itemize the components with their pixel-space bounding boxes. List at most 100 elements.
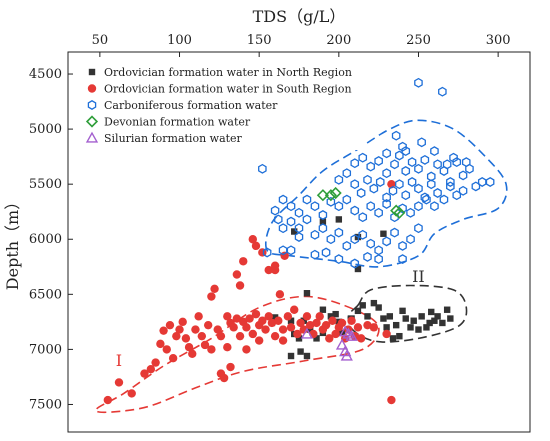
data-point bbox=[318, 210, 328, 220]
data-point bbox=[321, 247, 331, 258]
x-tick-label: 100 bbox=[167, 33, 192, 48]
data-point bbox=[283, 312, 293, 321]
y-tick-label: 7500 bbox=[29, 397, 62, 412]
data-point bbox=[286, 323, 296, 332]
x-tick-label: 150 bbox=[247, 33, 272, 48]
data-point bbox=[354, 307, 362, 315]
data-point bbox=[442, 159, 452, 170]
data-point bbox=[415, 326, 422, 333]
data-point bbox=[313, 335, 320, 342]
data-point bbox=[305, 320, 315, 330]
data-point bbox=[414, 183, 423, 194]
data-point bbox=[334, 227, 344, 238]
data-point bbox=[232, 314, 242, 323]
data-point bbox=[235, 281, 245, 290]
data-point bbox=[318, 223, 328, 234]
data-point bbox=[140, 369, 149, 378]
data-point bbox=[358, 229, 368, 240]
data-point bbox=[382, 192, 391, 203]
data-point bbox=[297, 348, 304, 355]
region-label-II: II bbox=[412, 267, 425, 286]
data-point bbox=[251, 309, 261, 319]
data-point bbox=[353, 323, 363, 332]
data-point bbox=[402, 315, 409, 322]
data-point bbox=[334, 201, 344, 212]
data-point bbox=[103, 395, 113, 405]
data-point bbox=[363, 320, 372, 330]
data-point bbox=[392, 321, 400, 329]
data-point bbox=[446, 177, 455, 187]
data-point bbox=[418, 313, 425, 320]
data-point bbox=[270, 331, 280, 341]
data-point bbox=[417, 137, 426, 148]
data-point bbox=[393, 206, 406, 219]
legend-marker bbox=[85, 115, 99, 128]
data-point bbox=[382, 199, 391, 209]
data-point bbox=[261, 325, 270, 334]
data-point bbox=[165, 320, 175, 330]
data-point bbox=[326, 196, 336, 207]
data-point bbox=[345, 329, 358, 341]
data-point bbox=[264, 312, 273, 321]
data-point bbox=[358, 212, 368, 223]
y-tick-label: 7000 bbox=[29, 342, 62, 357]
data-point bbox=[374, 156, 383, 166]
data-point bbox=[310, 249, 320, 260]
data-point bbox=[278, 325, 288, 334]
data-point bbox=[366, 201, 375, 212]
data-point bbox=[396, 332, 403, 340]
data-point bbox=[310, 229, 320, 240]
data-point bbox=[443, 306, 451, 313]
legend-marker bbox=[88, 68, 96, 76]
data-point bbox=[331, 329, 340, 339]
data-point bbox=[407, 324, 414, 331]
data-point bbox=[197, 331, 207, 341]
data-point bbox=[458, 185, 468, 196]
data-point bbox=[287, 317, 295, 324]
data-point bbox=[274, 316, 283, 325]
data-point bbox=[286, 245, 296, 256]
data-point bbox=[390, 227, 399, 238]
data-point bbox=[382, 168, 391, 179]
x-tick-label: 300 bbox=[486, 33, 511, 48]
data-point bbox=[278, 223, 288, 234]
data-point bbox=[168, 354, 178, 363]
data-point bbox=[380, 230, 387, 237]
data-point bbox=[354, 265, 362, 273]
data-point bbox=[334, 254, 344, 265]
data-point bbox=[363, 251, 372, 262]
data-point bbox=[358, 152, 368, 163]
data-point bbox=[414, 163, 423, 174]
data-point bbox=[335, 338, 349, 350]
data-point bbox=[200, 340, 210, 350]
data-point bbox=[446, 181, 455, 192]
data-point bbox=[188, 349, 197, 358]
data-point bbox=[401, 190, 411, 201]
data-point bbox=[159, 326, 168, 335]
data-point bbox=[226, 362, 235, 372]
data-point bbox=[387, 395, 396, 405]
data-point bbox=[329, 186, 342, 200]
data-point bbox=[439, 194, 449, 205]
data-point bbox=[151, 358, 160, 367]
x-axis-title: TDS（g/L） bbox=[253, 7, 346, 26]
data-point bbox=[175, 325, 184, 334]
data-point bbox=[232, 270, 242, 279]
legend-label: Silurian formation water bbox=[104, 132, 243, 145]
data-point bbox=[461, 157, 471, 168]
data-point bbox=[178, 317, 187, 327]
data-point bbox=[342, 240, 352, 251]
data-point bbox=[485, 177, 495, 187]
data-point bbox=[262, 247, 272, 258]
data-point bbox=[380, 315, 387, 322]
data-point bbox=[410, 317, 417, 324]
data-point bbox=[406, 207, 415, 218]
data-point bbox=[420, 192, 430, 203]
data-point bbox=[390, 212, 399, 223]
data-point bbox=[278, 245, 288, 256]
data-point bbox=[324, 189, 337, 202]
data-point bbox=[275, 290, 285, 299]
legend-label: Ordovician formation water in North Regi… bbox=[104, 66, 352, 79]
data-point bbox=[270, 261, 280, 270]
data-point bbox=[350, 205, 360, 216]
